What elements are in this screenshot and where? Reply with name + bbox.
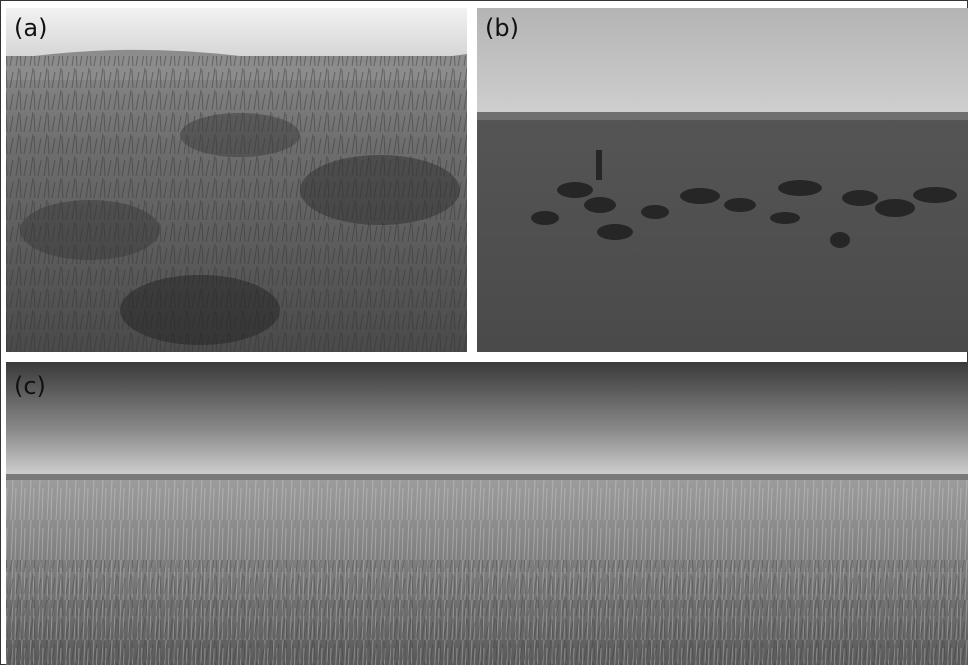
panel-label: (b) (485, 14, 519, 42)
panel-a: (a) (6, 8, 467, 352)
figure: (a) (b) (c) (0, 0, 968, 665)
panel-b: (b) (477, 8, 968, 352)
panel-label: (a) (14, 14, 47, 42)
panel-label: (c) (14, 372, 46, 400)
panel-c: (c) (6, 362, 968, 665)
